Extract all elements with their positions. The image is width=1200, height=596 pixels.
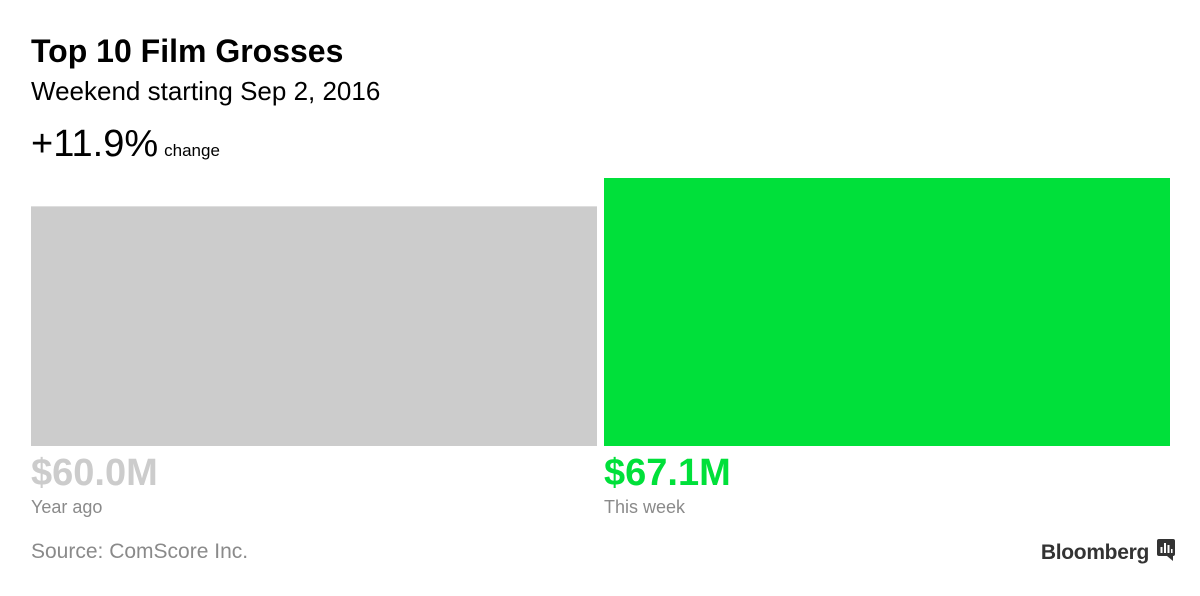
source-note: Source: ComScore Inc. — [31, 540, 249, 563]
change-indicator: +11.9% change — [31, 122, 220, 166]
brand-logo: Bloomberg — [1041, 539, 1175, 566]
bloomberg-chart-icon — [1157, 539, 1175, 566]
category-label-this-week: This week — [604, 497, 686, 517]
brand-name: Bloomberg — [1040, 540, 1149, 564]
chart-subtitle: Weekend starting Sep 2, 2016 — [31, 76, 381, 106]
change-value: +11.9% — [31, 123, 159, 165]
bar-year-ago — [31, 206, 597, 446]
bar-this-week — [604, 178, 1170, 446]
value-label-year-ago: $60.0M — [31, 452, 158, 494]
chart-title: Top 10 Film Grosses — [31, 33, 344, 69]
category-label-year-ago: Year ago — [31, 497, 102, 517]
change-label: change — [164, 141, 220, 160]
value-label-this-week: $67.1M — [604, 452, 731, 494]
